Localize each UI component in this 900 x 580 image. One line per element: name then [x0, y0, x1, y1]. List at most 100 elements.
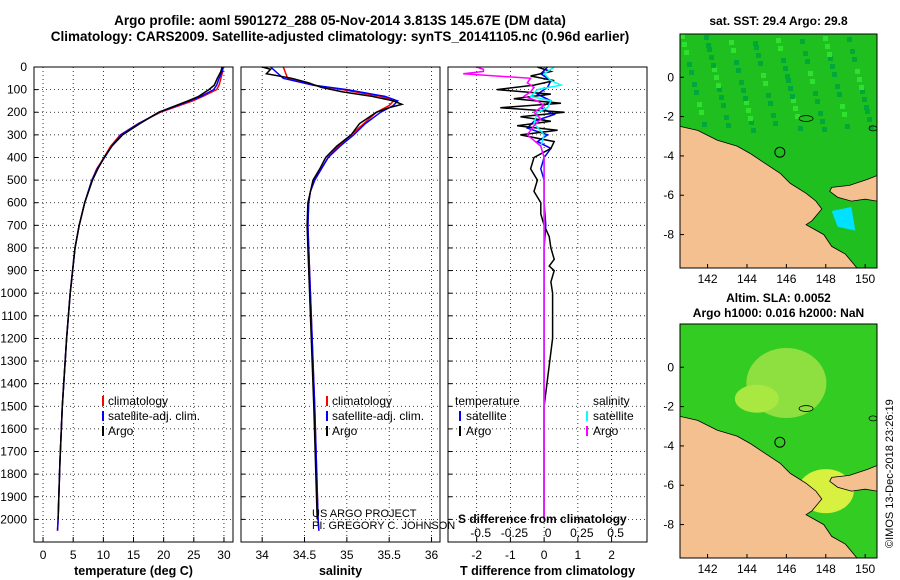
axes-frame	[447, 66, 648, 543]
sst-cell	[697, 102, 702, 107]
legend-label: climatology	[332, 394, 392, 408]
x-tick-label: 2	[608, 548, 615, 562]
map-x-tick-label: 148	[816, 562, 836, 576]
map-x-tick-label: 144	[737, 272, 757, 286]
depth-tick-label: 1700	[0, 445, 27, 459]
map-body	[680, 34, 877, 268]
map-x-tick-label: 146	[776, 272, 796, 286]
sst-cell	[743, 96, 748, 101]
depth-tick-label: 300	[7, 128, 27, 142]
depth-tick-label: 0	[20, 60, 27, 74]
sst-cell	[793, 106, 798, 111]
sst-cell	[692, 82, 697, 87]
depth-tick-label: 700	[7, 218, 27, 232]
depth-tick-label: 800	[7, 241, 27, 255]
series-line-climatology	[56, 67, 224, 531]
map-y-tick-label: -8	[663, 518, 674, 532]
sst-cell	[822, 127, 827, 132]
land-new-guinea	[680, 415, 858, 558]
sst-cell	[810, 79, 815, 84]
sst-cell	[707, 47, 712, 52]
sst-cell	[716, 83, 721, 88]
sst-cell	[699, 110, 704, 115]
legend-label: Argo	[108, 424, 134, 438]
map-subtitle: Argo h1000: 0.016 h2000: NaN	[693, 306, 864, 320]
sst-cell	[815, 99, 820, 104]
map-y-tick-label: 0	[667, 70, 674, 84]
sst-cell	[791, 98, 796, 103]
sst-cell	[748, 116, 753, 121]
series-line-salinity-argo	[463, 66, 546, 520]
sst-cell	[704, 35, 709, 40]
map-x-tick-label: 142	[698, 272, 718, 286]
x-tick-label: 34.5	[293, 548, 317, 562]
sst-cell	[754, 45, 759, 50]
sst-cell	[798, 126, 803, 131]
legend-label: temperature	[455, 394, 520, 408]
legend-label: Argo	[466, 424, 492, 438]
map-title: Altim. SLA: 0.0052	[726, 291, 831, 305]
depth-tick-label: 500	[7, 173, 27, 187]
credit-project: US ARGO PROJECT	[312, 508, 417, 520]
sst-cell	[837, 92, 842, 97]
land-new-britain	[829, 175, 877, 202]
sst-cell	[781, 58, 786, 63]
sst-cell	[751, 128, 756, 133]
sst-cell	[694, 90, 699, 95]
sst-cell	[778, 46, 783, 51]
map-x-tick-label: 146	[776, 562, 796, 576]
sst-cell	[786, 78, 791, 83]
sst-cell	[803, 51, 808, 56]
depth-tick-label: 1800	[0, 467, 27, 481]
sst-cell	[714, 75, 719, 80]
sst-cell	[712, 67, 717, 72]
map-frame	[679, 323, 878, 559]
x-axis-label: salinity	[319, 564, 362, 578]
sst-cell	[862, 97, 867, 102]
x-axis-label: temperature (deg C)	[74, 564, 193, 578]
sst-cell	[823, 36, 828, 41]
sst-cell	[711, 63, 716, 68]
axes-frame	[33, 66, 234, 543]
top-tick-label: 0.5	[607, 526, 624, 540]
top-tick-label: 0.25	[570, 526, 594, 540]
sst-cell	[795, 114, 800, 119]
legend-label: Argo	[332, 424, 358, 438]
map-title: sat. SST: 29.4 Argo: 29.8	[709, 14, 848, 28]
sst-cell	[684, 50, 689, 55]
legend-label: satellite-adj. clim.	[332, 409, 424, 423]
legend-label: salinity	[593, 394, 630, 408]
map-y-tick-label: -6	[663, 478, 674, 492]
sst-cell	[825, 44, 830, 49]
x-tick-label: -1	[505, 548, 516, 562]
map-body	[680, 324, 877, 558]
legend-label: satellite	[466, 409, 507, 423]
sst-cell	[828, 56, 833, 61]
sst-cell	[860, 89, 865, 94]
sst-cell	[741, 88, 746, 93]
top-axis-label: S difference from climatology	[458, 512, 627, 526]
land-new-guinea	[680, 125, 858, 268]
map-y-tick-label: -4	[663, 149, 674, 163]
map-y-tick-label: -8	[663, 228, 674, 242]
chart-title-line2: Climatology: CARS2009. Satellite-adjuste…	[50, 29, 630, 44]
depth-tick-label: 1000	[0, 286, 27, 300]
sla_map: 142 144 146 148 150 0 -2 -4 -6 -8 Altim. SLA: 0.00…	[663, 291, 878, 576]
island-manus	[798, 115, 814, 122]
sst-cell	[749, 120, 754, 125]
x-tick-label: -2	[471, 548, 482, 562]
difference-panel: -2 -0.5 -1 -0.25 0 0 1 0.25 2 0.5 T difference fro…	[447, 66, 648, 578]
depth-tick-label: 600	[7, 196, 27, 210]
sst-cell	[687, 62, 692, 67]
series-line-satellite-adj-clim-	[270, 66, 400, 531]
series-line-temperature-argo	[496, 66, 565, 520]
sst-cell	[857, 77, 862, 82]
sst-cell	[709, 55, 714, 60]
sst-cell	[719, 95, 724, 100]
cool-water-patch	[831, 207, 856, 231]
sst-cell	[869, 125, 874, 130]
sst-cell	[855, 69, 860, 74]
x-tick-label: 30	[217, 548, 231, 562]
top-tick-label: -0.5	[470, 526, 491, 540]
map-frame	[679, 33, 878, 269]
